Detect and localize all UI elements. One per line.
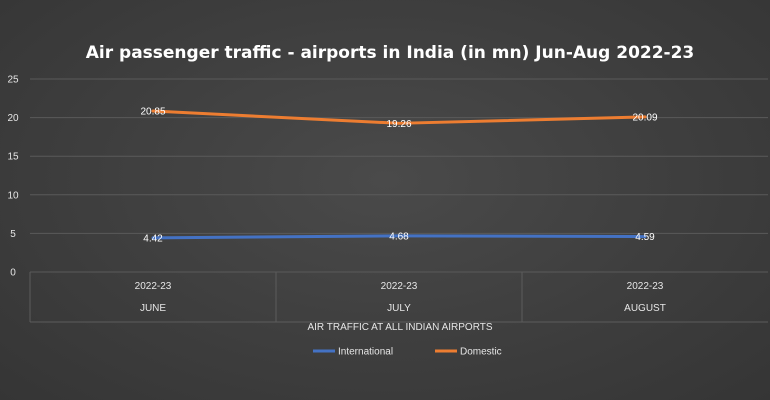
series-line-international <box>151 234 647 240</box>
x-category-year: 2022-23 <box>381 281 418 292</box>
series-line-domestic <box>151 109 647 125</box>
data-label-international: 4.42 <box>143 233 163 244</box>
y-tick-label: 10 <box>7 190 19 201</box>
category-axis-frame <box>29 272 768 323</box>
data-label-domestic: 19.26 <box>386 119 411 130</box>
legend-label-domestic: Domestic <box>460 347 502 358</box>
y-tick-label: 25 <box>7 75 19 86</box>
data-label-international: 4.68 <box>389 231 409 242</box>
y-axis-ticks: 0 5 10 15 20 25 <box>7 75 19 279</box>
x-category-year: 2022-23 <box>627 281 664 292</box>
x-category-month: AUGUST <box>624 303 666 314</box>
x-category-year: 2022-23 <box>135 281 172 292</box>
y-tick-label: 0 <box>10 268 16 279</box>
data-label-domestic: 20.85 <box>140 107 165 118</box>
x-category-month: JUNE <box>140 303 166 314</box>
data-label-domestic: 20.09 <box>632 112 657 123</box>
y-tick-label: 15 <box>7 152 19 163</box>
data-labels: 4.42 4.68 4.59 20.85 19.26 20.09 <box>140 107 657 245</box>
y-tick-label: 20 <box>7 113 19 124</box>
data-label-international: 4.59 <box>635 232 655 243</box>
legend-label-international: International <box>338 347 393 358</box>
chart-title: Air passenger traffic - airports in Indi… <box>86 43 695 63</box>
x-axis-title: AIR TRAFFIC AT ALL INDIAN AIRPORTS <box>307 322 492 333</box>
x-axis-categories: 2022-23 JUNE 2022-23 JULY 2022-23 AUGUST <box>135 281 666 314</box>
gridlines <box>30 78 768 273</box>
legend: International Domestic <box>313 347 502 358</box>
y-tick-label: 5 <box>10 229 16 240</box>
series-lines <box>151 109 647 240</box>
x-category-month: JULY <box>387 303 411 314</box>
